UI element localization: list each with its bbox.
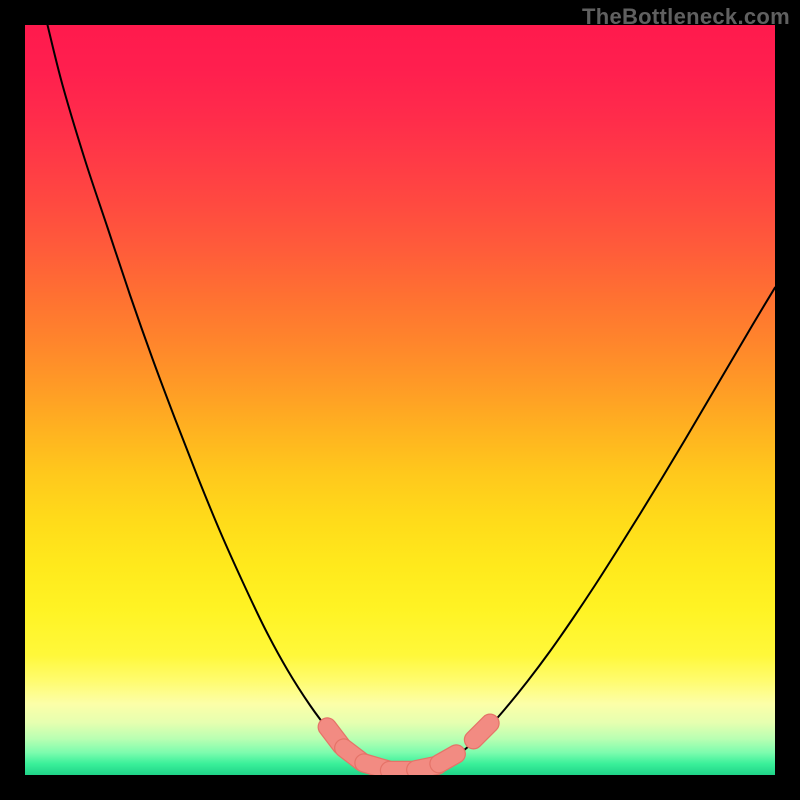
gradient-background <box>25 25 775 775</box>
sample-marker <box>474 723 491 740</box>
bottleneck-chart <box>25 25 775 775</box>
sample-marker <box>439 754 456 764</box>
chart-frame: TheBottleneck.com <box>0 0 800 800</box>
plot-area <box>25 25 775 775</box>
